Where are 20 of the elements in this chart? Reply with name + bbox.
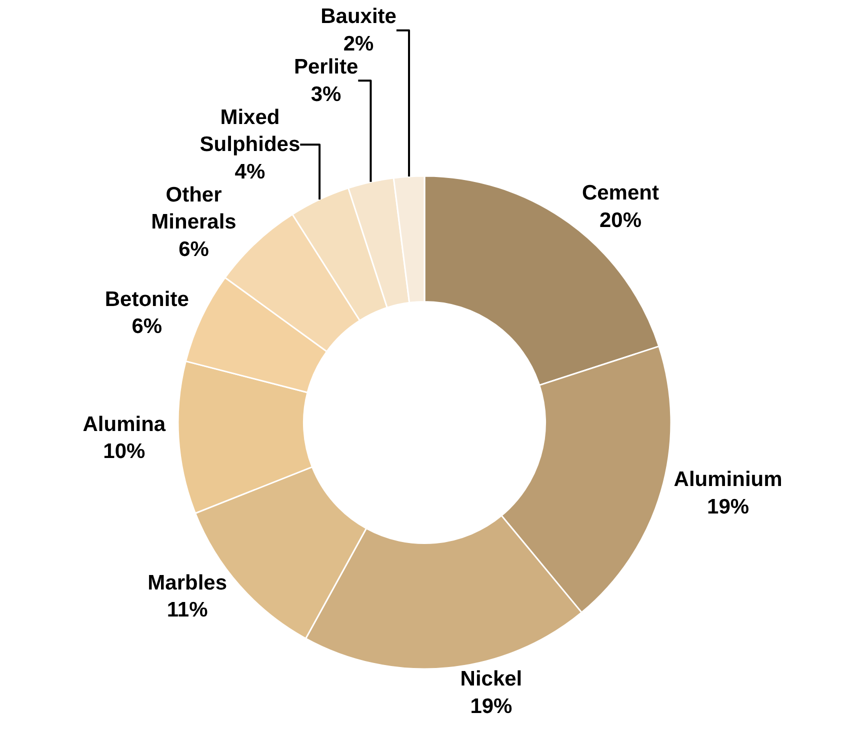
data-label: 6% [178,238,210,261]
data-label: 4% [234,160,266,184]
slice-label: Betonite [104,288,189,311]
slice-label: Bauxite [320,5,396,28]
slice-label: Alumina [82,412,166,436]
slice-label: Other Minerals [151,183,236,234]
data-label: 6% [132,315,162,338]
data-label: 11% [166,598,208,622]
slice-label: Nickel [460,668,522,691]
slice-label: Mixed Sulphides [200,106,300,156]
data-label: 2% [343,32,374,56]
data-label: 19% [707,495,750,518]
slice-label: Perlite [294,55,358,78]
slice-label: Cement [582,181,659,204]
data-label: 19% [470,694,513,718]
slice-label: Aluminium [674,468,782,492]
data-label: 3% [310,82,342,106]
slice-label: Marbles [148,571,228,594]
data-label: 10% [103,440,146,464]
data-label: 20% [599,208,642,232]
